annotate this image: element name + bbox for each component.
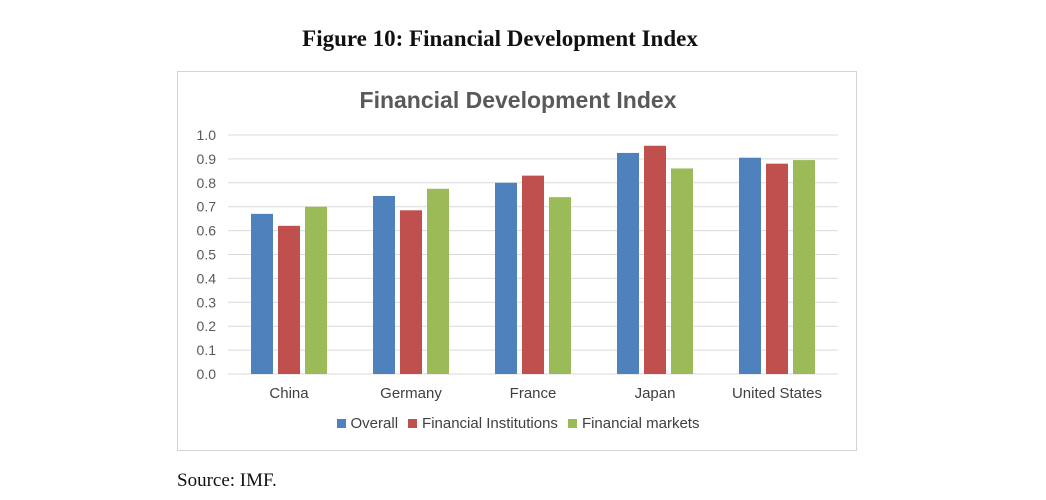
legend-swatch bbox=[567, 419, 577, 428]
y-tick-label: 0.3 bbox=[197, 294, 217, 310]
bar-chart: Financial Development Index 0.0 0.1 0.2 0.3… bbox=[197, 87, 838, 402]
bar-overall bbox=[373, 195, 395, 374]
bar-financial-markets bbox=[671, 168, 693, 374]
y-tick-label: 0.6 bbox=[197, 223, 217, 239]
bar-financial-markets bbox=[549, 197, 571, 374]
bar-financial-markets bbox=[305, 206, 327, 374]
x-tick-label: United States bbox=[732, 385, 822, 402]
bar-financial-markets bbox=[793, 160, 815, 374]
legend-item: Financial markets bbox=[567, 415, 700, 432]
y-tick-label: 0.2 bbox=[197, 318, 217, 334]
figure-source: Source: IMF. bbox=[177, 470, 277, 491]
bar-financial-institutions bbox=[644, 145, 666, 374]
y-tick-label: 0.5 bbox=[197, 247, 217, 263]
chart-legend: Overall Financial Institutions Financial m… bbox=[178, 415, 858, 432]
x-tick-label: China bbox=[269, 385, 309, 402]
y-tick-label: 0.8 bbox=[197, 175, 217, 191]
y-tick-label: 0.0 bbox=[197, 366, 217, 382]
bar-financial-institutions bbox=[278, 225, 300, 374]
legend-item: Overall bbox=[336, 415, 399, 432]
legend-label: Financial Institutions bbox=[422, 415, 558, 432]
chart-title: Financial Development Index bbox=[360, 87, 677, 113]
bar-overall bbox=[495, 182, 517, 374]
x-tick-label: Japan bbox=[635, 385, 676, 402]
y-tick-label: 0.9 bbox=[197, 151, 217, 167]
y-tick-label: 0.7 bbox=[197, 199, 217, 215]
bar-overall bbox=[251, 213, 273, 374]
x-tick-label: France bbox=[510, 385, 557, 402]
bar-overall bbox=[739, 157, 761, 374]
legend-swatch bbox=[336, 419, 346, 428]
legend-swatch bbox=[408, 419, 418, 428]
bar-financial-institutions bbox=[400, 210, 422, 374]
chart-area: Financial Development Index 0.0 0.1 0.2 0.3… bbox=[177, 71, 857, 451]
bar-overall bbox=[617, 152, 639, 374]
x-tick-label: Germany bbox=[380, 385, 442, 402]
legend-label: Financial markets bbox=[581, 415, 700, 432]
y-tick-label: 0.1 bbox=[197, 342, 217, 358]
y-tick-label: 0.4 bbox=[197, 270, 217, 286]
y-tick-label: 1.0 bbox=[197, 127, 217, 143]
figure-title: Figure 10: Financial Development Index bbox=[302, 26, 698, 51]
legend-item: Financial Institutions bbox=[408, 415, 558, 432]
bar-financial-markets bbox=[427, 188, 449, 374]
legend-label: Overall bbox=[350, 415, 399, 432]
bar-financial-institutions bbox=[766, 163, 788, 374]
bar-financial-institutions bbox=[522, 175, 544, 374]
